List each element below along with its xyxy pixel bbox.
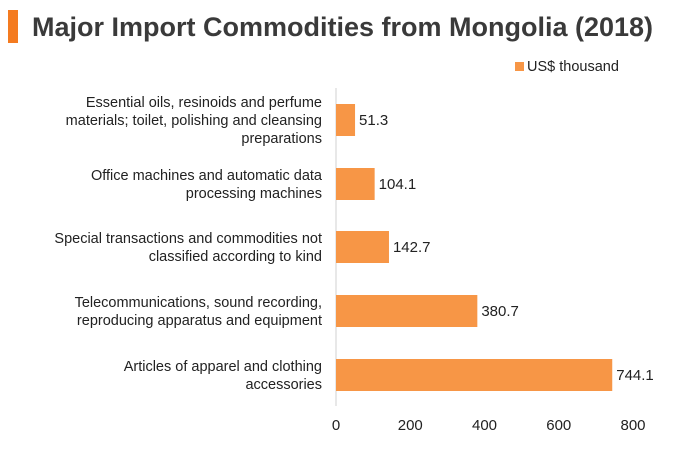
category-label: preparations xyxy=(241,131,322,147)
category-label: Telecommunications, sound recording, xyxy=(75,295,322,311)
category-label: reproducing apparatus and equipment xyxy=(77,313,322,329)
value-label: 104.1 xyxy=(379,176,417,193)
legend-swatch xyxy=(515,62,524,71)
x-tick-label: 200 xyxy=(398,417,423,434)
bar xyxy=(336,168,375,200)
category-label: accessories xyxy=(245,377,322,393)
legend-label: US$ thousand xyxy=(527,59,619,75)
x-tick-label: 600 xyxy=(546,417,571,434)
value-label: 142.7 xyxy=(393,239,431,256)
x-tick-label: 400 xyxy=(472,417,497,434)
category-label: classified according to kind xyxy=(149,249,322,265)
value-label: 380.7 xyxy=(481,303,519,320)
bar xyxy=(336,359,613,391)
bar xyxy=(336,231,389,263)
bar xyxy=(336,104,356,136)
value-label: 744.1 xyxy=(616,367,654,384)
chart-title: Major Import Commodities from Mongolia (… xyxy=(32,12,654,42)
category-label: Articles of apparel and clothing xyxy=(124,359,322,375)
value-label: 51.3 xyxy=(359,112,388,129)
category-label: processing machines xyxy=(186,186,322,202)
x-tick-label: 0 xyxy=(332,417,340,434)
category-label: materials; toilet, polishing and cleansi… xyxy=(66,113,322,129)
category-label: Special transactions and commodities not xyxy=(54,231,322,247)
bar xyxy=(336,295,478,327)
x-tick-label: 800 xyxy=(620,417,645,434)
title-accent-bar xyxy=(8,10,18,43)
category-label: Office machines and automatic data xyxy=(91,168,323,184)
category-label: Essential oils, resinoids and perfume xyxy=(86,95,322,111)
